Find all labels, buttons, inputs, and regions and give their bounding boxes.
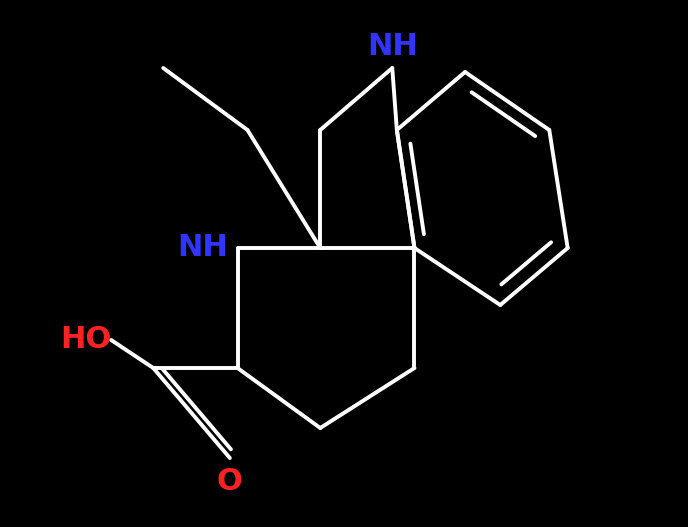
Text: NH: NH xyxy=(367,32,418,61)
Text: O: O xyxy=(217,467,243,496)
Text: HO: HO xyxy=(60,326,111,355)
Text: NH: NH xyxy=(178,233,228,262)
